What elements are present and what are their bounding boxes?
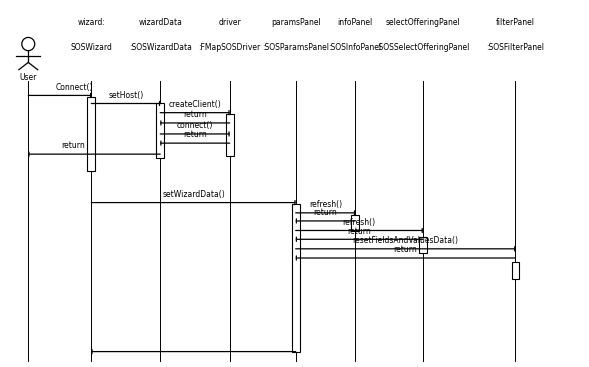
Text: :SOSFilterPanel: :SOSFilterPanel — [487, 43, 544, 52]
Text: User: User — [19, 73, 37, 83]
Text: :SOSSelectOfferingPanel: :SOSSelectOfferingPanel — [376, 43, 469, 52]
Text: Connect(): Connect() — [56, 83, 93, 92]
Text: :SOSWizardData: :SOSWizardData — [129, 43, 191, 52]
Text: :SOSParamsPanel: :SOSParamsPanel — [262, 43, 329, 52]
Bar — [87, 97, 95, 171]
Bar — [511, 262, 519, 279]
Text: wizardData: wizardData — [138, 18, 182, 28]
Text: return: return — [313, 208, 337, 217]
Text: setHost(): setHost() — [108, 91, 143, 100]
Text: filterPanel: filterPanel — [496, 18, 535, 28]
Text: SOSWizard: SOSWizard — [70, 43, 112, 52]
Text: selectOfferingPanel: selectOfferingPanel — [386, 18, 460, 28]
Text: return: return — [393, 245, 418, 254]
Ellipse shape — [22, 37, 35, 51]
Text: :SOSInfoPanel: :SOSInfoPanel — [329, 43, 382, 52]
Bar — [419, 237, 426, 253]
Text: infoPanel: infoPanel — [337, 18, 373, 28]
Bar — [292, 204, 299, 352]
Text: refresh(): refresh() — [309, 200, 342, 209]
Text: :FMapSOSDriver: :FMapSOSDriver — [198, 43, 261, 52]
Text: refresh(): refresh() — [343, 218, 376, 227]
Text: setWizardData(): setWizardData() — [162, 190, 225, 199]
Bar — [157, 103, 164, 158]
Text: createClient(): createClient() — [168, 100, 221, 109]
Text: return: return — [183, 130, 207, 139]
Text: return: return — [62, 141, 85, 150]
Text: paramsPanel: paramsPanel — [271, 18, 320, 28]
Bar — [351, 215, 359, 231]
Text: wizard:: wizard: — [77, 18, 105, 28]
Text: connect(): connect() — [177, 121, 213, 130]
Text: resetFieldsAndValuesData(): resetFieldsAndValuesData() — [353, 236, 458, 245]
Text: driver: driver — [219, 18, 241, 28]
Bar — [226, 114, 233, 156]
Text: return: return — [348, 226, 371, 236]
Text: return: return — [183, 110, 207, 119]
